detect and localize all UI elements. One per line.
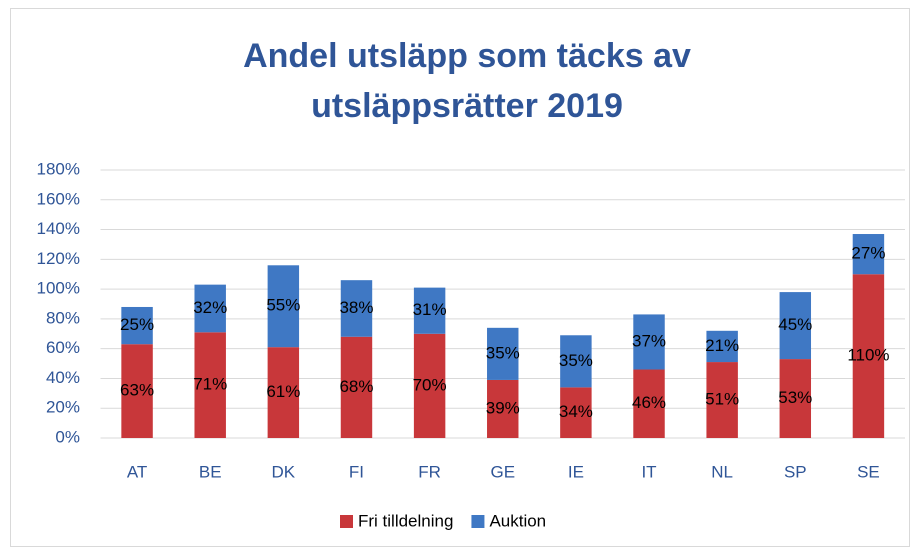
data-label: 37% (632, 331, 666, 350)
data-label: 55% (266, 296, 300, 315)
bar-segment (487, 379, 519, 438)
data-label: 46% (632, 393, 666, 412)
data-label: 25% (120, 315, 154, 334)
x-tick-label: DK (272, 462, 296, 481)
y-tick-label: 100% (37, 279, 80, 298)
bar-segment (121, 344, 153, 438)
x-tick-label: SP (784, 462, 807, 481)
y-tick-label: 80% (46, 308, 80, 327)
bar-segment (779, 359, 812, 438)
bar-segment (487, 327, 519, 380)
data-label: 61% (266, 382, 300, 401)
data-label: 32% (193, 298, 227, 317)
data-label: 38% (339, 298, 373, 317)
data-label: 45% (778, 315, 812, 334)
bar-segment (340, 280, 373, 337)
data-label: 34% (559, 402, 593, 421)
data-label: 51% (705, 390, 739, 409)
legend-label: Auktion (489, 511, 546, 530)
bar-segment (194, 332, 226, 438)
bar-segment (706, 330, 738, 363)
chart-title: Andel utsläpp som täcks av (243, 37, 691, 75)
data-label: 71% (193, 375, 227, 394)
y-tick-label: 20% (46, 398, 80, 417)
y-tick-label: 40% (46, 368, 80, 387)
y-tick-label: 140% (37, 219, 80, 238)
x-tick-label: BE (199, 462, 222, 481)
y-tick-label: 160% (37, 189, 80, 208)
bar-segment (706, 362, 738, 438)
chart-title: utsläppsrätter 2019 (311, 87, 623, 125)
data-label: 63% (120, 381, 154, 400)
x-tick-label: AT (127, 462, 147, 481)
data-label: 31% (413, 300, 447, 319)
legend-swatch (471, 515, 485, 528)
bar-segment (267, 265, 300, 348)
bar-segment (852, 274, 885, 438)
bar-segment (194, 284, 226, 333)
bar-segment (779, 292, 812, 360)
x-tick-label: IE (568, 462, 584, 481)
legend-swatch (340, 515, 353, 528)
bar-segment (633, 314, 665, 370)
data-label: 110% (847, 346, 889, 365)
legend-label: Fri tilldelning (358, 511, 453, 530)
y-tick-label: 180% (37, 159, 80, 178)
bar-segment (413, 287, 446, 334)
bar-segment (340, 336, 373, 438)
data-label: 35% (559, 351, 593, 370)
data-label: 68% (339, 377, 373, 396)
y-tick-label: 0% (55, 427, 80, 446)
x-tick-label: IT (641, 462, 656, 481)
x-tick-label: FR (418, 462, 441, 481)
y-tick-label: 60% (46, 338, 80, 357)
x-tick-label: FI (349, 462, 364, 481)
y-tick-label: 120% (37, 249, 80, 268)
bar-segment (267, 347, 300, 438)
bar-segment (633, 369, 665, 438)
chart-frame (10, 8, 910, 547)
bar-segment (852, 234, 885, 275)
x-tick-label: NL (711, 462, 733, 481)
bar-segment (560, 335, 592, 388)
data-label: 35% (486, 343, 520, 362)
bar-segment (560, 387, 592, 438)
data-label: 39% (486, 398, 520, 417)
data-label: 53% (778, 388, 812, 407)
bar-segment (121, 306, 153, 345)
data-label: 27% (851, 244, 885, 263)
bar-segment (413, 333, 446, 438)
x-tick-label: GE (490, 462, 515, 481)
data-label: 70% (413, 375, 447, 394)
x-tick-label: SE (857, 462, 880, 481)
data-label: 21% (705, 336, 739, 355)
